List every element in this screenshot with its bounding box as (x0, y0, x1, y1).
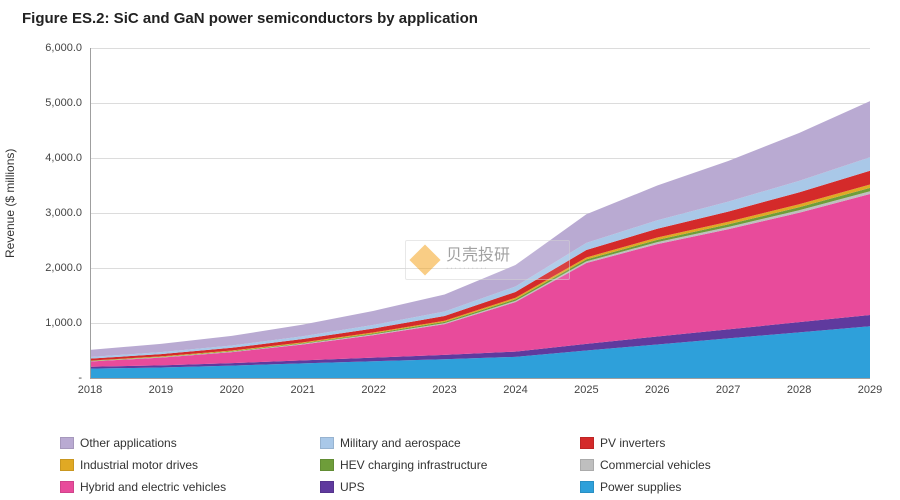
x-axis-line (90, 378, 870, 379)
legend-swatch (580, 481, 594, 493)
legend-label: Industrial motor drives (80, 458, 198, 472)
legend-label: HEV charging infrastructure (340, 458, 487, 472)
x-tick-label: 2021 (290, 384, 314, 396)
figure-title: Figure ES.2: SiC and GaN power semicondu… (22, 10, 478, 27)
legend-swatch (580, 437, 594, 449)
x-tick-label: 2022 (361, 384, 385, 396)
x-tick-label: 2028 (787, 384, 811, 396)
y-tick-label: - (42, 372, 82, 384)
x-tick-label: 2018 (78, 384, 102, 396)
x-tick-label: 2020 (220, 384, 244, 396)
legend: Other applications Military and aerospace… (60, 432, 880, 498)
legend-item: HEV charging infrastructure (320, 454, 580, 476)
legend-item: UPS (320, 476, 580, 498)
y-tick-label: 4,000.0 (42, 152, 82, 164)
legend-item: PV inverters (580, 432, 840, 454)
x-tick-label: 2029 (858, 384, 882, 396)
legend-item: Other applications (60, 432, 320, 454)
legend-swatch (320, 459, 334, 471)
legend-swatch (320, 481, 334, 493)
watermark-main: 贝壳投研 (446, 247, 510, 265)
legend-label: Hybrid and electric vehicles (80, 480, 226, 494)
legend-item: Industrial motor drives (60, 454, 320, 476)
x-tick-label: 2024 (503, 384, 527, 396)
chart: Revenue ($ millions) - 1,000.0 2,000.0 3,00… (0, 38, 900, 438)
legend-label: Commercial vehicles (600, 458, 711, 472)
x-tick-label: 2019 (149, 384, 173, 396)
legend-swatch (580, 459, 594, 471)
legend-label: Military and aerospace (340, 436, 461, 450)
legend-item: Commercial vehicles (580, 454, 840, 476)
legend-item: Power supplies (580, 476, 840, 498)
diamond-icon (409, 244, 440, 275)
stacked-area-plot (90, 48, 870, 378)
legend-swatch (60, 481, 74, 493)
y-axis-label: Revenue ($ millions) (3, 149, 17, 258)
watermark-sub: · · · · · · · · · · (446, 265, 510, 273)
y-tick-label: 5,000.0 (42, 97, 82, 109)
legend-label: Power supplies (600, 480, 681, 494)
legend-swatch (60, 437, 74, 449)
legend-label: PV inverters (600, 436, 665, 450)
legend-swatch (60, 459, 74, 471)
y-tick-label: 2,000.0 (42, 262, 82, 274)
x-tick-label: 2023 (432, 384, 456, 396)
x-tick-label: 2027 (716, 384, 740, 396)
legend-label: Other applications (80, 436, 177, 450)
legend-item: Hybrid and electric vehicles (60, 476, 320, 498)
y-tick-label: 3,000.0 (42, 207, 82, 219)
legend-swatch (320, 437, 334, 449)
x-tick-label: 2025 (574, 384, 598, 396)
legend-item: Military and aerospace (320, 432, 580, 454)
y-tick-label: 1,000.0 (42, 317, 82, 329)
watermark: 贝壳投研 · · · · · · · · · · (405, 240, 570, 280)
x-tick-label: 2026 (645, 384, 669, 396)
legend-label: UPS (340, 480, 365, 494)
y-tick-label: 6,000.0 (42, 42, 82, 54)
y-axis-line (90, 48, 91, 378)
